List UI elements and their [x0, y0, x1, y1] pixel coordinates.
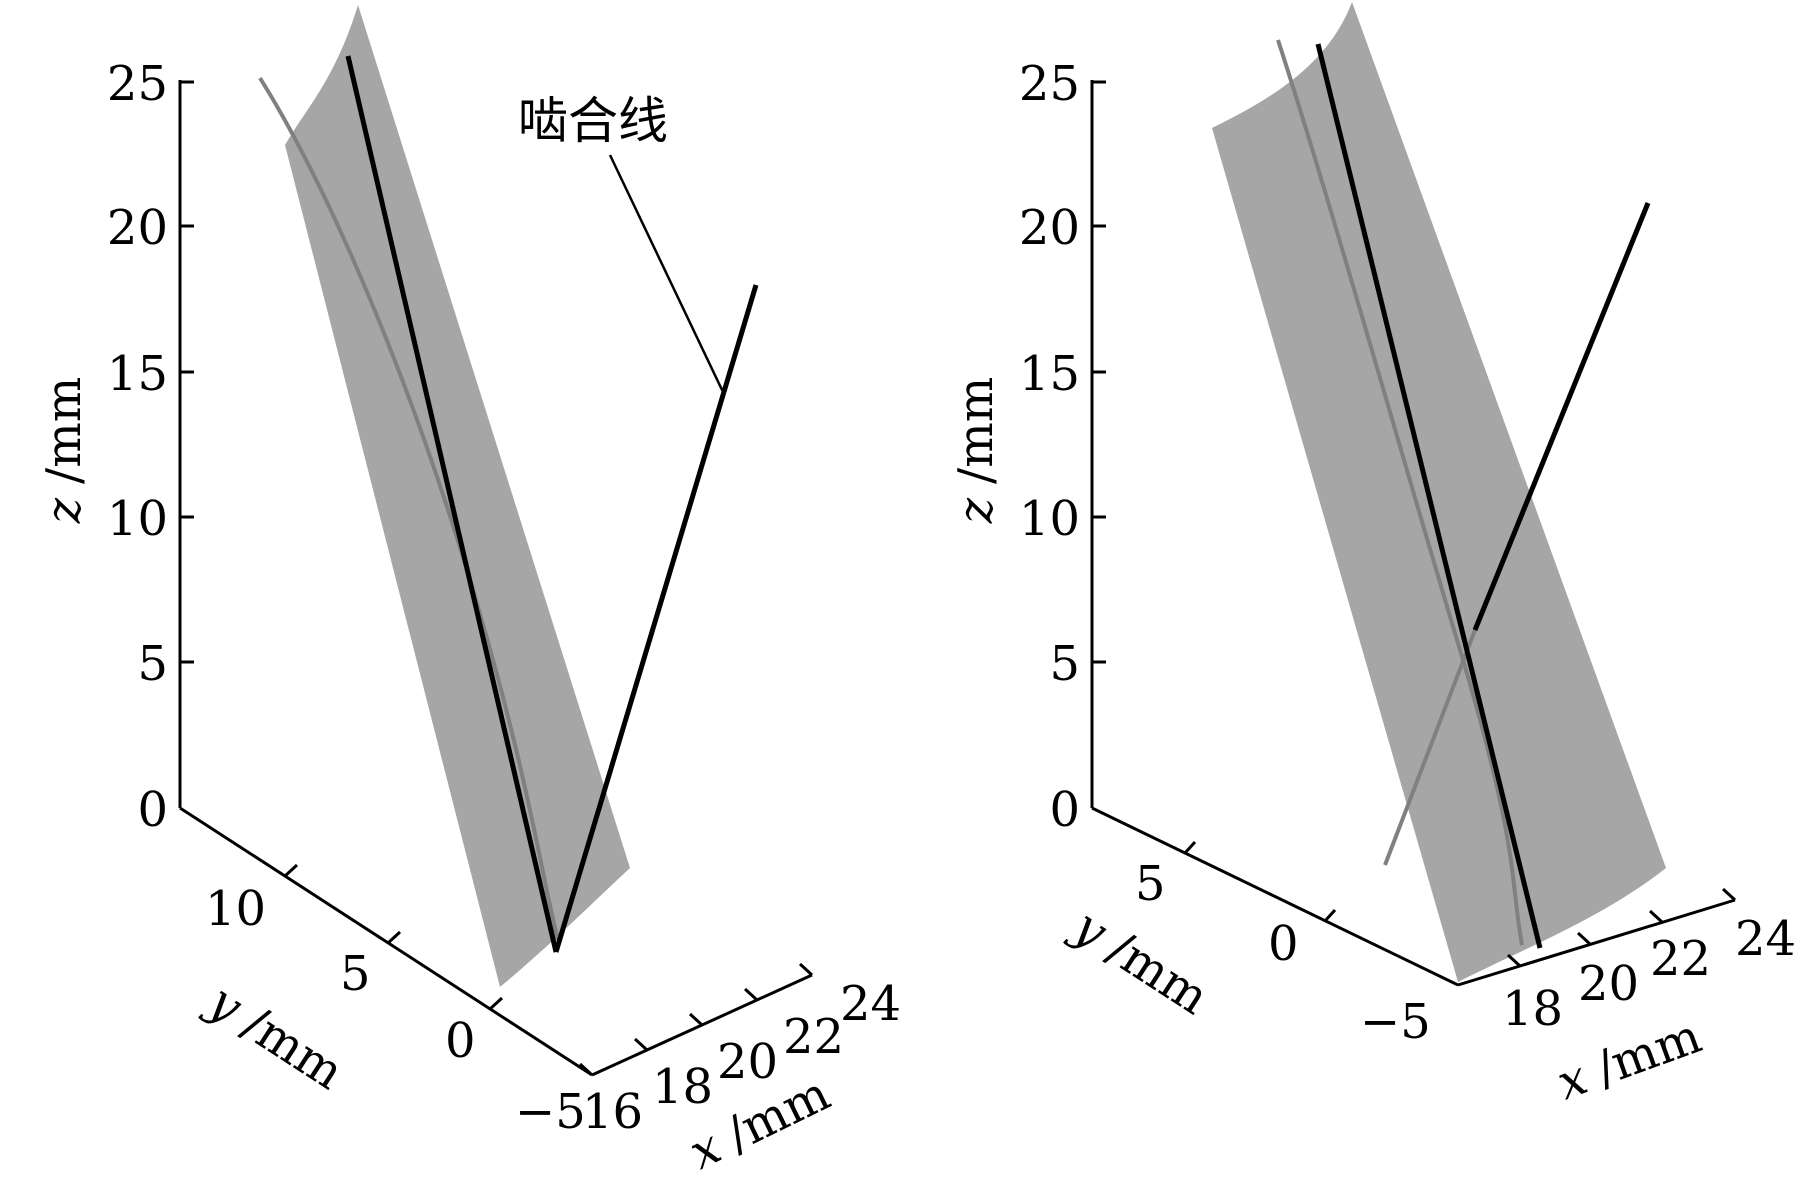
right-y-axis	[1091, 806, 1459, 987]
left-tooth-surface	[285, 5, 630, 987]
right-x-tick-18	[1506, 953, 1522, 968]
left-x-tick-label-20: 20	[717, 1034, 778, 1090]
left-z-tick-label-5: 5	[137, 636, 168, 692]
right-x-axis	[1457, 898, 1736, 987]
left-y-tick-label-minus5: −5	[515, 1084, 586, 1140]
left-x-tick-22	[743, 987, 759, 1002]
left-contact-line	[345, 55, 559, 953]
left-z-tick-label-20: 20	[107, 200, 168, 256]
left-y-tick-10	[283, 863, 299, 878]
left-y-tick-5	[386, 930, 402, 945]
right-y-tick-label-minus5: −5	[1360, 994, 1431, 1050]
right-back-contact-line	[1276, 39, 1524, 946]
left-z-tick-label-15: 15	[107, 346, 168, 402]
right-z-tick-label-20: 20	[1019, 200, 1080, 256]
left-z-ticks	[180, 80, 194, 664]
right-y-tick-5	[1183, 840, 1197, 855]
right-contact-line	[1315, 43, 1543, 949]
left-x-tick-label-24: 24	[840, 976, 901, 1032]
left-x-tick-label-16: 16	[582, 1084, 643, 1140]
right-y-tick-0	[1323, 908, 1337, 923]
right-z-ticks	[1092, 80, 1106, 664]
right-line-of-action	[1472, 202, 1651, 631]
left-x-tick-16	[578, 1062, 594, 1077]
right-y-ticks	[1183, 840, 1337, 923]
right-x-tick-22	[1648, 909, 1664, 924]
left-z-tick-label-10: 10	[107, 491, 168, 547]
right-back-line-of-action	[1383, 629, 1477, 866]
right-x-tick-label-22: 22	[1650, 931, 1711, 987]
left-x-ticks	[578, 962, 814, 1077]
right-panel: 25 20 15 10 5 0 z/mm 5 0 −5 y/mm 18 20 2…	[948, 2, 1796, 1111]
right-x-tick-24	[1721, 887, 1737, 902]
left-y-tick-label-10: 10	[205, 881, 266, 937]
left-x-tick-18	[633, 1037, 649, 1052]
left-y-axis-title: y/mm	[197, 972, 354, 1101]
right-x-tick-20	[1576, 931, 1592, 946]
left-y-ticks	[283, 863, 504, 1011]
right-z-tick-label-5: 5	[1049, 636, 1080, 692]
left-annotation-leader	[608, 154, 725, 393]
right-y-tick-label-0: 0	[1268, 916, 1299, 972]
left-y-tick-label-0: 0	[445, 1013, 476, 1069]
left-y-axis	[179, 806, 593, 1077]
right-x-ticks	[1506, 887, 1737, 968]
left-z-tick-label-25: 25	[107, 56, 168, 112]
right-x-tick-label-20: 20	[1578, 956, 1639, 1012]
right-y-tick-label-5: 5	[1135, 856, 1166, 912]
left-panel: 啮合线 25 20 15 10 5 0 z/mm 10 5 0 −5	[36, 5, 901, 1178]
right-z-axis-title: z/mm	[948, 377, 1004, 525]
left-x-tick-20	[688, 1012, 704, 1027]
left-x-tick-label-18: 18	[652, 1059, 713, 1115]
left-x-tick-label-22: 22	[783, 1009, 844, 1065]
right-z-tick-label-0: 0	[1049, 782, 1080, 838]
left-z-tick-label-0: 0	[137, 782, 168, 838]
right-z-tick-label-25: 25	[1019, 56, 1080, 112]
right-z-tick-label-10: 10	[1019, 491, 1080, 547]
right-x-axis-title: x/mm	[1550, 1008, 1708, 1111]
right-x-tick-label-24: 24	[1735, 911, 1796, 967]
right-x-tick-label-18: 18	[1502, 981, 1563, 1037]
right-z-tick-label-15: 15	[1019, 346, 1080, 402]
left-y-tick-0	[488, 996, 504, 1011]
left-z-axis-title: z/mm	[36, 377, 92, 525]
left-y-tick-label-5: 5	[340, 946, 371, 1002]
left-annotation-label: 啮合线	[518, 92, 668, 150]
left-x-tick-24	[798, 962, 814, 977]
left-line-of-action	[553, 284, 759, 953]
right-y-axis-title: y/mm	[1062, 897, 1219, 1026]
right-tooth-surface	[1212, 2, 1666, 982]
